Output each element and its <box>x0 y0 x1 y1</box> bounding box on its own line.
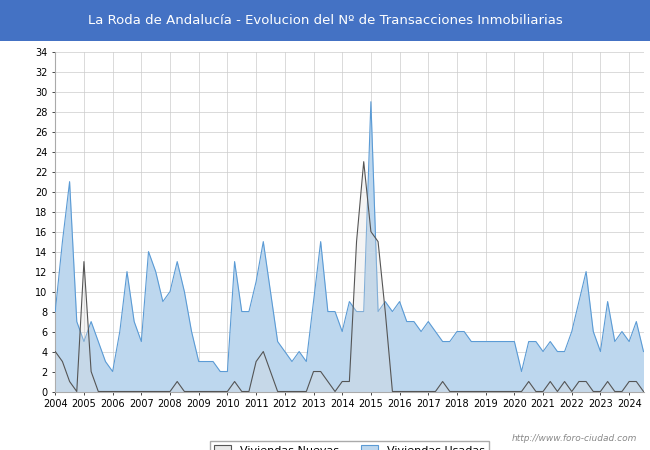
Text: La Roda de Andalucía - Evolucion del Nº de Transacciones Inmobiliarias: La Roda de Andalucía - Evolucion del Nº … <box>88 14 562 27</box>
Text: http://www.foro-ciudad.com: http://www.foro-ciudad.com <box>512 434 637 443</box>
Legend: Viviendas Nuevas, Viviendas Usadas: Viviendas Nuevas, Viviendas Usadas <box>210 441 489 450</box>
